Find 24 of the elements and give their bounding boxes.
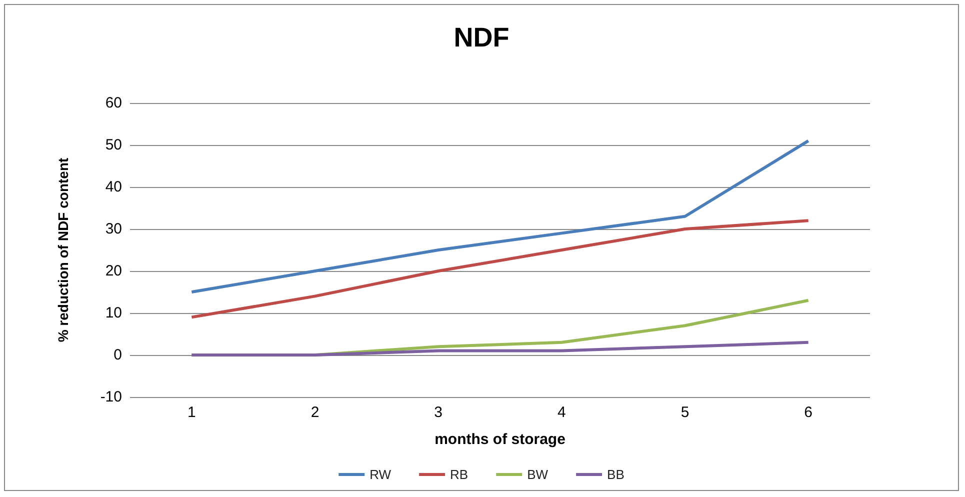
y-tick-label: 60 [105, 94, 122, 112]
x-tick-label: 3 [434, 404, 443, 421]
x-tick-label: 5 [680, 404, 690, 421]
x-axis-title: months of storage [434, 431, 566, 448]
y-tick-label: 0 [114, 346, 122, 364]
y-tick-label: 40 [105, 178, 122, 196]
x-tick-label: 2 [310, 404, 320, 421]
line-series [190, 139, 810, 294]
legend-label: RW [370, 467, 392, 482]
chart-title: NDF [454, 22, 510, 52]
y-tick-label: -10 [100, 388, 122, 406]
y-tick-label: 30 [105, 220, 122, 238]
y-axis-title: % reduction of NDF content [55, 158, 71, 342]
legend-label: RB [450, 467, 468, 482]
y-tick-label: 20 [105, 262, 122, 280]
y-tick-label: 50 [105, 136, 122, 154]
x-tick-label: 6 [804, 404, 813, 421]
x-tick-label: 1 [187, 404, 196, 421]
legend-label: BW [527, 467, 549, 482]
y-tick-label: 10 [105, 304, 122, 322]
line-series [190, 219, 810, 319]
legend-label: BB [607, 467, 624, 482]
line-series [190, 340, 810, 356]
x-tick-label: 4 [557, 404, 566, 421]
